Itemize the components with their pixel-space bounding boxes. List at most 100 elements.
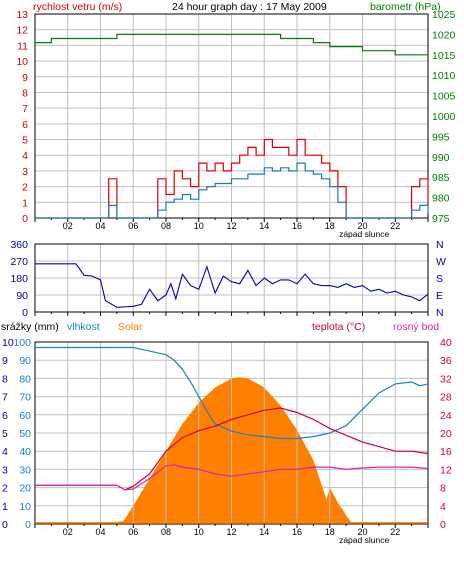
- climate-x-tick-label: 16: [292, 527, 302, 537]
- pressure-tick-label: 990: [432, 152, 450, 164]
- pressure-axis-label: barometr (hPa): [370, 1, 441, 13]
- climate-sunset-label: západ slunce: [339, 535, 389, 545]
- wind-tick-label: 1: [22, 197, 28, 209]
- wind-x-tick-label: 02: [63, 221, 73, 231]
- temperature-tick-label: 32: [440, 373, 452, 385]
- wind-x-tick-label: 08: [161, 221, 171, 231]
- humidity-tick-label: 70: [19, 392, 31, 404]
- temperature-tick-label: 12: [440, 464, 452, 476]
- direction-line: [35, 263, 429, 308]
- climate-x-tick-label: 08: [161, 527, 171, 537]
- humidity-tick-label: 20: [19, 483, 31, 495]
- wind-x-tick-label: 12: [226, 221, 236, 231]
- climate-x-tick-label: 04: [95, 527, 105, 537]
- direction-tick-label: 180: [10, 273, 28, 285]
- climate-x-tick-label: 02: [63, 527, 73, 537]
- climate-x-tick-label: 18: [325, 527, 335, 537]
- legend-rain: srážky (mm): [1, 321, 59, 333]
- direction-tick-label: 0: [22, 307, 28, 319]
- wind-x-tick-label: 16: [292, 221, 302, 231]
- wind-sunset-label: západ slunce: [339, 229, 389, 239]
- wind-x-tick-label: 18: [325, 221, 335, 231]
- wind-axis-label: rychlost vetru (m/s): [33, 1, 122, 13]
- rain-tick-label: 0: [2, 519, 8, 531]
- direction-compass-label: S: [436, 273, 443, 285]
- direction-compass-label: N: [436, 307, 444, 319]
- humidity-tick-label: 90: [19, 355, 31, 367]
- wind-tick-label: 0: [22, 213, 28, 225]
- wind-tick-label: 10: [16, 56, 28, 68]
- temperature-tick-label: 28: [440, 392, 452, 404]
- pressure-tick-label: 1005: [432, 91, 456, 103]
- humidity-tick-label: 0: [25, 519, 31, 531]
- humidity-tick-label: 30: [19, 464, 31, 476]
- rain-tick-label: 10: [2, 337, 14, 349]
- climate-x-tick-label: 12: [226, 527, 236, 537]
- wind-tick-label: 8: [22, 87, 28, 99]
- legend-solar: Solar: [118, 321, 143, 333]
- pressure-tick-label: 1010: [432, 70, 456, 82]
- wind-pressure-panel: 0123456789101112139759809859909951000100…: [16, 9, 455, 239]
- direction-tick-label: 270: [10, 256, 28, 268]
- wind-x-tick-label: 14: [259, 221, 269, 231]
- pressure-tick-label: 995: [432, 131, 450, 143]
- pressure-tick-label: 980: [432, 193, 450, 205]
- wind-tick-label: 7: [22, 103, 28, 115]
- wind-tick-label: 3: [22, 166, 28, 178]
- climate-x-tick-label: 20: [357, 527, 367, 537]
- legend-dewpoint: rosný bod: [393, 321, 439, 333]
- direction-compass-label: N: [436, 239, 444, 251]
- rain-tick-label: 9: [2, 355, 8, 367]
- wind-x-tick-label: 20: [357, 221, 367, 231]
- graph-title: 24 hour graph day : 17 May 2009: [172, 1, 327, 13]
- temperature-tick-label: 8: [440, 483, 446, 495]
- pressure-tick-label: 1025: [432, 9, 456, 21]
- wind-tick-label: 12: [16, 25, 28, 37]
- humidity-tick-label: 100: [13, 337, 31, 349]
- direction-tick-label: 90: [16, 290, 28, 302]
- humidity-line: [35, 346, 429, 440]
- direction-tick-label: 360: [10, 239, 28, 251]
- rain-tick-label: 5: [2, 428, 8, 440]
- rain-tick-label: 8: [2, 373, 8, 385]
- climate-x-tick-label: 22: [390, 527, 400, 537]
- temperature-tick-label: 40: [440, 337, 452, 349]
- wind-x-tick-label: 22: [390, 221, 400, 231]
- pressure-tick-label: 1020: [432, 29, 456, 41]
- temperature-tick-label: 24: [440, 410, 452, 422]
- wind-average-line: [35, 162, 429, 219]
- temperature-tick-label: 16: [440, 446, 452, 458]
- humidity-tick-label: 80: [19, 373, 31, 385]
- rain-tick-label: 6: [2, 410, 8, 422]
- dewpoint-line: [35, 464, 429, 491]
- rain-tick-label: 3: [2, 464, 8, 476]
- climate-x-tick-label: 14: [259, 527, 269, 537]
- temperature-tick-label: 4: [440, 501, 446, 513]
- humidity-tick-label: 40: [19, 446, 31, 458]
- rain-tick-label: 4: [2, 446, 8, 458]
- temperature-tick-label: 36: [440, 355, 452, 367]
- wind-tick-label: 11: [17, 40, 28, 52]
- humidity-tick-label: 10: [19, 501, 31, 513]
- climate-x-tick-label: 06: [128, 527, 138, 537]
- rain-tick-label: 7: [2, 392, 8, 404]
- wind-tick-label: 4: [22, 150, 28, 162]
- wind-tick-label: 9: [22, 72, 28, 84]
- wind-tick-label: 5: [22, 135, 28, 147]
- wind-x-tick-label: 06: [128, 221, 138, 231]
- pressure-tick-label: 1000: [432, 111, 456, 123]
- legend-temperature: teplota (°C): [312, 321, 365, 333]
- humidity-tick-label: 60: [19, 410, 31, 422]
- wind-x-tick-label: 04: [95, 221, 105, 231]
- temperature-tick-label: 20: [440, 428, 452, 440]
- rain-tick-label: 2: [2, 483, 8, 495]
- climate-x-tick-label: 10: [194, 527, 204, 537]
- wind-tick-label: 2: [22, 182, 28, 194]
- wind-tick-label: 6: [22, 119, 28, 131]
- legend-humidity: vlhkost: [67, 321, 100, 333]
- direction-compass-label: E: [436, 290, 443, 302]
- pressure-tick-label: 985: [432, 172, 450, 184]
